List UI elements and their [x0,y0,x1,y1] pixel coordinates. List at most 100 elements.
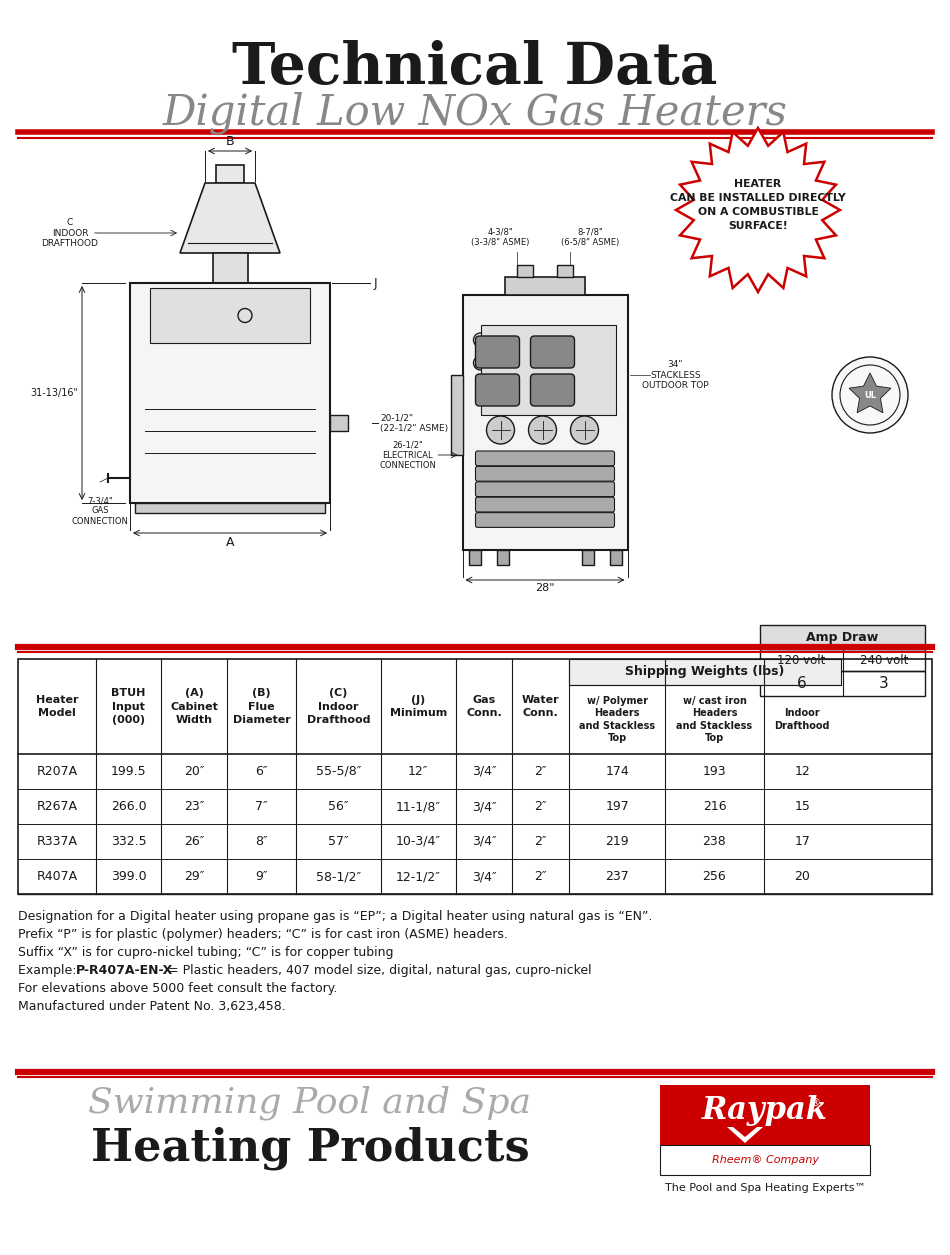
Bar [213,254,248,282]
Bar [216,164,244,183]
Bar [150,287,310,343]
Text: 7″: 7″ [256,799,268,813]
Text: Indoor
Drafthood: Indoor Drafthood [774,708,830,730]
Text: (B)
Flue
Diameter: (B) Flue Diameter [233,688,291,724]
Text: Prefix “P” is for plastic (polymer) headers; “C” is for cast iron (ASME) headers: Prefix “P” is for plastic (polymer) head… [18,927,508,941]
Text: 20-1/2"
(22-1/2" ASME): 20-1/2" (22-1/2" ASME) [380,413,448,433]
Text: Rheem® Company: Rheem® Company [712,1155,819,1165]
Text: 11-1/8″: 11-1/8″ [396,799,441,813]
Bar [610,550,621,565]
Bar [581,550,594,565]
Text: R207A: R207A [36,766,77,778]
Text: 29″: 29″ [184,870,204,884]
Text: 238: 238 [703,835,727,848]
Text: Heating Products: Heating Products [90,1127,529,1171]
FancyBboxPatch shape [476,451,615,466]
Circle shape [571,415,598,444]
Text: Water
Conn.: Water Conn. [522,695,560,718]
Text: 3/4″: 3/4″ [472,799,497,813]
Text: 12: 12 [794,766,810,778]
Text: 12-1/2″: 12-1/2″ [396,870,441,884]
Text: 4-3/8"
(3-3/8" ASME): 4-3/8" (3-3/8" ASME) [471,227,529,247]
Text: 2″: 2″ [535,870,547,884]
Text: Heater
Model: Heater Model [35,695,78,718]
Bar [760,625,925,649]
Bar [330,415,348,430]
Text: 399.0: 399.0 [111,870,146,884]
Text: w/ cast iron
Headers
and Stackless
Top: w/ cast iron Headers and Stackless Top [676,697,752,743]
Text: 12″: 12″ [408,766,428,778]
FancyBboxPatch shape [476,336,520,368]
Text: Shipping Weights (lbs): Shipping Weights (lbs) [625,665,785,679]
Text: = Plastic headers, 407 model size, digital, natural gas, cupro-nickel: = Plastic headers, 407 model size, digit… [164,964,592,976]
FancyBboxPatch shape [476,374,520,407]
Text: Amp Draw: Amp Draw [807,630,879,644]
Text: J: J [374,276,377,290]
Bar [463,295,628,550]
Text: 332.5: 332.5 [111,835,146,848]
Text: 3/4″: 3/4″ [472,766,497,778]
Text: (A)
Cabinet
Width: (A) Cabinet Width [170,688,218,724]
Text: 26″: 26″ [184,835,204,848]
Bar [660,1086,870,1145]
Text: 6″: 6″ [256,766,268,778]
Polygon shape [180,183,280,254]
Text: 256: 256 [703,870,727,884]
Text: 56″: 56″ [328,799,349,813]
Text: Example:: Example: [18,964,81,976]
Circle shape [486,415,515,444]
Text: w/ Polymer
Headers
and Stackless
Top: w/ Polymer Headers and Stackless Top [580,697,656,743]
Text: 20″: 20″ [184,766,204,778]
FancyBboxPatch shape [530,336,575,368]
Bar [18,659,932,894]
FancyBboxPatch shape [476,497,615,512]
FancyBboxPatch shape [530,374,575,407]
Bar [450,375,463,456]
Bar [557,265,573,277]
Bar [130,282,330,503]
Text: 3: 3 [879,676,888,692]
Circle shape [528,415,557,444]
Bar [760,649,925,671]
Polygon shape [676,128,840,292]
Bar [481,325,616,415]
Text: 20: 20 [794,870,810,884]
Text: 9″: 9″ [256,870,268,884]
FancyBboxPatch shape [476,482,615,497]
Text: 31-13/16": 31-13/16" [30,388,78,398]
Text: 240 volt: 240 volt [860,654,908,666]
Polygon shape [727,1127,763,1143]
Text: 26-1/2"
ELECTRICAL
CONNECTION: 26-1/2" ELECTRICAL CONNECTION [379,441,436,469]
Text: 57″: 57″ [328,835,349,848]
Text: A: A [226,536,235,548]
Bar [505,277,585,295]
Bar [135,503,325,513]
Text: 23″: 23″ [184,799,204,813]
Bar [660,1145,870,1175]
Text: ®: ® [809,1098,821,1108]
Text: R337A: R337A [36,835,77,848]
Text: 3/4″: 3/4″ [472,870,497,884]
Text: P-R407A-EN-X: P-R407A-EN-X [76,964,173,976]
Polygon shape [849,373,891,413]
Text: 219: 219 [605,835,629,848]
Text: For elevations above 5000 feet consult the factory.: For elevations above 5000 feet consult t… [18,981,337,995]
Text: BTUH
Input
(000): BTUH Input (000) [111,688,145,724]
Text: 55-5/8″: 55-5/8″ [315,766,361,778]
Bar [569,659,841,685]
Text: 10-3/4″: 10-3/4″ [396,835,441,848]
FancyBboxPatch shape [476,512,615,527]
Text: 193: 193 [703,766,727,778]
Text: 17: 17 [794,835,810,848]
Text: HEATER
CAN BE INSTALLED DIRECTLY
ON A COMBUSTIBLE
SURFACE!: HEATER CAN BE INSTALLED DIRECTLY ON A CO… [670,179,846,231]
Text: 7-3/4"
GAS
CONNECTION: 7-3/4" GAS CONNECTION [71,496,128,526]
Text: R267A: R267A [36,799,77,813]
Text: Raypak: Raypak [702,1096,828,1127]
Text: Suffix “X” is for cupro-nickel tubing; “C” is for copper tubing: Suffix “X” is for cupro-nickel tubing; “… [18,946,393,959]
Text: C
INDOOR
DRAFTHOOD: C INDOOR DRAFTHOOD [42,218,99,248]
Circle shape [832,356,908,433]
Bar [468,550,481,565]
Text: 6: 6 [796,676,807,692]
Text: 237: 237 [605,870,629,884]
Text: 2″: 2″ [535,766,547,778]
